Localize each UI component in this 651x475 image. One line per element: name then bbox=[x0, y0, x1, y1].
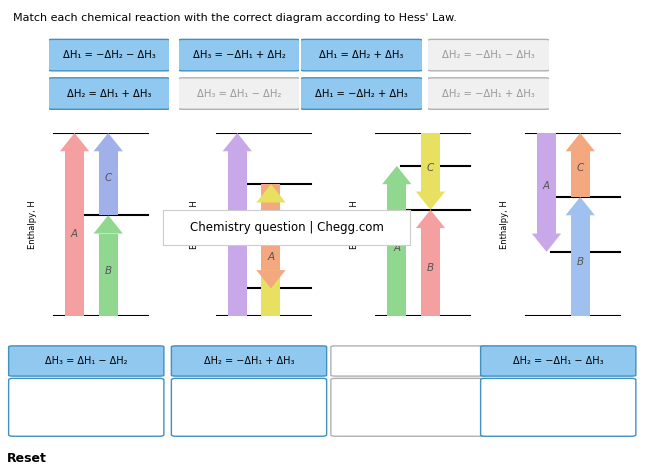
Text: Enthalpy, H: Enthalpy, H bbox=[499, 200, 508, 249]
FancyBboxPatch shape bbox=[480, 379, 636, 436]
Text: A: A bbox=[393, 243, 400, 253]
Bar bbox=[262, 184, 281, 270]
Text: A: A bbox=[268, 252, 275, 262]
Text: A: A bbox=[71, 228, 78, 238]
Text: Enthalpy, H: Enthalpy, H bbox=[350, 200, 359, 249]
FancyBboxPatch shape bbox=[8, 346, 164, 376]
Text: A: A bbox=[543, 181, 550, 191]
FancyBboxPatch shape bbox=[427, 39, 550, 71]
Text: ΔH₂ = −ΔH₁ − ΔH₃: ΔH₂ = −ΔH₁ − ΔH₃ bbox=[442, 50, 535, 60]
Text: B: B bbox=[105, 266, 112, 276]
Text: B: B bbox=[268, 226, 275, 236]
Text: ΔH₁ = −ΔH₂ − ΔH₃: ΔH₁ = −ΔH₂ − ΔH₃ bbox=[62, 50, 156, 60]
Bar bbox=[65, 152, 84, 316]
Bar bbox=[421, 228, 440, 316]
Polygon shape bbox=[416, 210, 445, 228]
Polygon shape bbox=[256, 184, 286, 202]
Text: ΔH₃ = −ΔH₁ + ΔH₂: ΔH₃ = −ΔH₁ + ΔH₂ bbox=[193, 50, 286, 60]
Polygon shape bbox=[60, 133, 89, 152]
Text: Reset: Reset bbox=[7, 452, 46, 465]
Polygon shape bbox=[94, 215, 123, 234]
Text: ΔH₂ = −ΔH₁ − ΔH₃: ΔH₂ = −ΔH₁ − ΔH₃ bbox=[513, 356, 603, 366]
FancyBboxPatch shape bbox=[48, 39, 171, 71]
FancyBboxPatch shape bbox=[171, 346, 327, 376]
Text: ΔH₂ = −ΔH₁ + ΔH₃: ΔH₂ = −ΔH₁ + ΔH₃ bbox=[442, 88, 535, 99]
Text: ΔH₁ = ΔH₂ + ΔH₃: ΔH₁ = ΔH₂ + ΔH₃ bbox=[320, 50, 404, 60]
Text: C: C bbox=[105, 173, 112, 183]
Text: ΔH₃ = ΔH₁ − ΔH₂: ΔH₃ = ΔH₁ − ΔH₂ bbox=[197, 88, 281, 99]
Polygon shape bbox=[566, 197, 595, 215]
Text: C: C bbox=[234, 228, 241, 238]
Text: Enthalpy, H: Enthalpy, H bbox=[27, 200, 36, 249]
Bar bbox=[571, 215, 590, 316]
Text: C: C bbox=[577, 163, 584, 173]
Text: Match each chemical reaction with the correct diagram according to Hess' Law.: Match each chemical reaction with the co… bbox=[13, 13, 457, 23]
FancyBboxPatch shape bbox=[48, 78, 171, 109]
Bar bbox=[421, 133, 440, 191]
Polygon shape bbox=[256, 270, 286, 288]
FancyBboxPatch shape bbox=[300, 39, 423, 71]
Polygon shape bbox=[416, 191, 445, 210]
Bar bbox=[262, 202, 281, 316]
FancyBboxPatch shape bbox=[178, 39, 301, 71]
Bar bbox=[387, 184, 406, 316]
Bar bbox=[99, 152, 118, 215]
Polygon shape bbox=[94, 133, 123, 152]
Text: ΔH₃ = ΔH₁ − ΔH₂: ΔH₃ = ΔH₁ − ΔH₂ bbox=[45, 356, 128, 366]
Bar bbox=[537, 133, 556, 234]
Bar bbox=[571, 152, 590, 197]
Text: B: B bbox=[427, 263, 434, 273]
Text: ΔH₂ = ΔH₁ + ΔH₃: ΔH₂ = ΔH₁ + ΔH₃ bbox=[67, 88, 151, 99]
FancyBboxPatch shape bbox=[427, 78, 550, 109]
FancyBboxPatch shape bbox=[331, 346, 486, 376]
Text: B: B bbox=[577, 257, 584, 267]
Bar bbox=[228, 152, 247, 316]
Text: ΔH₁ = −ΔH₂ + ΔH₃: ΔH₁ = −ΔH₂ + ΔH₃ bbox=[315, 88, 408, 99]
Polygon shape bbox=[532, 234, 561, 252]
Polygon shape bbox=[382, 166, 411, 184]
Text: C: C bbox=[427, 162, 434, 172]
FancyBboxPatch shape bbox=[480, 346, 636, 376]
Polygon shape bbox=[566, 133, 595, 152]
Polygon shape bbox=[223, 133, 252, 152]
FancyBboxPatch shape bbox=[8, 379, 164, 436]
FancyBboxPatch shape bbox=[171, 379, 327, 436]
FancyBboxPatch shape bbox=[331, 379, 486, 436]
Text: ΔH₂ = −ΔH₁ + ΔH₃: ΔH₂ = −ΔH₁ + ΔH₃ bbox=[204, 356, 294, 366]
FancyBboxPatch shape bbox=[178, 78, 301, 109]
FancyBboxPatch shape bbox=[300, 78, 423, 109]
Text: Enthalpy, H: Enthalpy, H bbox=[190, 200, 199, 249]
Bar bbox=[99, 234, 118, 316]
Text: Chemistry question | Chegg.com: Chemistry question | Chegg.com bbox=[189, 221, 383, 234]
